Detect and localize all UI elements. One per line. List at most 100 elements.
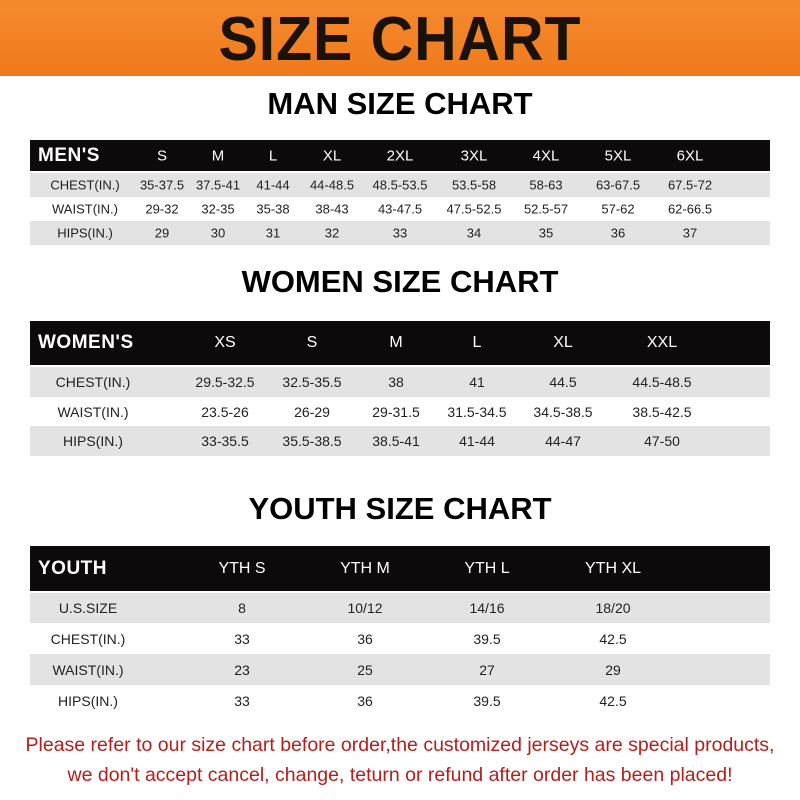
measurement-cell: 43-47.5 [377,201,423,217]
measurement-cell: 32 [324,225,340,241]
measurement-cell: 34.5-38.5 [533,403,593,420]
men-section-title: MAN SIZE CHART [267,86,533,121]
row-label: HIPS(IN.) [57,225,113,241]
size-header: 4XL [532,147,560,164]
table-row: CHEST(IN.) 29.5-32.5 32.5-35.5 38 41 44.5 44.5… [30,367,770,397]
table-title-cell: YOUTH [38,557,107,579]
measurement-cell: 18/20 [595,600,631,616]
table-title-cell: MEN'S [38,144,100,166]
measurement-cell: 41 [469,374,485,390]
measurement-cell: 33 [234,692,250,709]
size-header: M [211,147,225,164]
measurement-cell: 29.5-32.5 [195,374,255,390]
size-header: YTH L [464,559,510,577]
measurement-cell: 57-62 [601,201,635,217]
size-header: M [389,334,403,351]
size-header: XS [214,334,236,351]
policy-note-line-1: Please refer to our size chart before or… [25,734,775,756]
measurement-cell: 41-44 [459,433,495,449]
header-row: MEN'S S M L XL 2XL 3XL 4XL 5XL 6XL [30,140,770,171]
size-header: 6XL [676,147,704,164]
size-header: XXL [646,334,678,351]
row-label: CHEST(IN.) [50,177,120,193]
row-label: U.S.SIZE [58,600,118,616]
table-row: CHEST(IN.) 35-37.5 37.5-41 41-44 44-48.5 48.5… [30,173,770,197]
measurement-cell: 67.5-72 [667,177,713,193]
measurement-cell: 39.5 [473,630,501,647]
size-header: S [306,334,318,351]
measurement-cell: 33 [392,225,408,241]
measurement-cell: 44.5-48.5 [632,374,692,390]
row-label: HIPS(IN.) [58,692,118,709]
measurement-cell: 42.5 [599,692,627,709]
measurement-cell: 63-67.5 [595,177,641,193]
women-section-title: WOMEN SIZE CHART [241,264,559,299]
measurement-cell: 47-50 [644,433,680,449]
measurement-cell: 33-35.5 [201,433,249,449]
measurement-cell: 31 [265,225,281,241]
measurement-cell: 29-32 [145,201,179,217]
measurement-cell: 38-43 [315,201,349,217]
table-row: HIPS(IN.) 29 30 31 32 33 34 35 36 37 [30,221,770,245]
header-row: WOMEN'S XS S M L XL XXL [30,321,770,365]
measurement-cell: 38.5-42.5 [632,403,692,420]
table-row: WAIST(IN.) 29-32 32-35 35-38 38-43 43-47.5 47.… [30,197,770,221]
table-row: U.S.SIZE 8 10/12 14/16 18/20 [30,593,770,623]
table-row: CHEST(IN.) 33 36 39.5 42.5 [30,623,770,654]
size-header: 3XL [460,147,488,164]
measurement-cell: 58-63 [529,177,563,193]
table-row: HIPS(IN.) 33 36 39.5 42.5 [30,685,770,716]
size-header: 2XL [386,147,414,164]
measurement-cell: 35-38 [256,201,290,217]
banner-title: SIZE CHART [218,5,582,74]
measurement-cell: 47.5-52.5 [446,201,502,217]
measurement-cell: 48.5-53.5 [372,177,428,193]
measurement-cell: 36 [610,225,626,241]
header-row: YOUTH YTH S YTH M YTH L YTH XL [30,546,770,591]
measurement-cell: 53.5-58 [451,177,497,193]
row-label: WAIST(IN.) [52,201,118,217]
men-size-table: MEN'S S M L XL 2XL 3XL 4XL 5XL 6XL CHEST(IN.) 35-37… [30,140,770,245]
policy-note-line-2: we don't accept cancel, change, teturn o… [67,764,733,786]
measurement-cell: 52.5-57 [523,201,569,217]
row-label: CHEST(IN.) [55,374,131,390]
measurement-cell: 25 [357,661,373,678]
measurement-cell: 32-35 [201,201,235,217]
measurement-cell: 42.5 [599,630,627,647]
table-title-cell: WOMEN'S [38,332,134,353]
youth-size-table: YOUTH YTH S YTH M YTH L YTH XL U.S.SIZE 8 10/12… [30,546,770,716]
row-label: CHEST(IN.) [50,630,126,647]
measurement-cell: 38.5-41 [372,433,420,449]
measurement-cell: 35.5-38.5 [282,433,342,449]
size-header: 5XL [604,147,632,164]
measurement-cell: 30 [210,225,226,241]
measurement-cell: 37 [682,225,698,241]
measurement-cell: 38 [388,374,404,390]
table-row: WAIST(IN.) 23 25 27 29 [30,654,770,685]
youth-section-title: YOUTH SIZE CHART [248,491,552,526]
measurement-cell: 10/12 [347,600,383,616]
measurement-cell: 37.5-41 [195,177,241,193]
size-header: XL [322,147,342,164]
size-header: YTH XL [584,559,642,577]
measurement-cell: 29-31.5 [372,403,420,420]
measurement-cell: 8 [238,600,246,616]
measurement-cell: 33 [234,630,250,647]
banner: SIZE CHART [0,0,800,76]
table-row: WAIST(IN.) 23.5-26 26-29 29-31.5 31.5-34.5 34… [30,397,770,426]
measurement-cell: 27 [479,661,495,678]
measurement-cell: 26-29 [294,403,330,420]
measurement-cell: 23.5-26 [201,403,249,420]
measurement-cell: 29 [605,661,621,678]
measurement-cell: 44-48.5 [309,177,355,193]
measurement-cell: 35 [538,225,554,241]
measurement-cell: 36 [357,692,373,709]
row-label: WAIST(IN.) [52,661,124,678]
women-size-table: WOMEN'S XS S M L XL XXL CHEST(IN.) 29.5-32.5 32.5… [30,321,770,456]
size-header: XL [553,334,573,351]
measurement-cell: 29 [154,225,170,241]
size-header: L [268,147,278,164]
measurement-cell: 39.5 [473,692,501,709]
measurement-cell: 14/16 [469,600,505,616]
measurement-cell: 44.5 [549,374,577,390]
